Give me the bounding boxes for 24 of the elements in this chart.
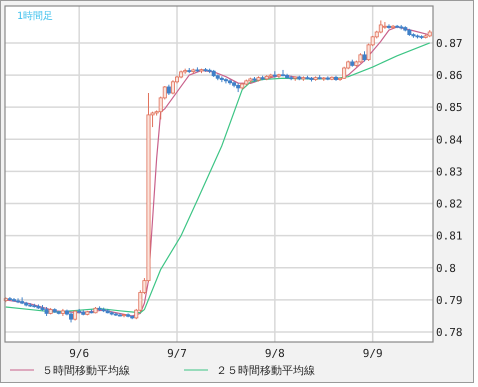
candlestick: [358, 52, 362, 64]
y-tick-label: 0.86: [436, 69, 462, 82]
y-tick-label: 0.85: [436, 101, 462, 114]
candlestick: [73, 310, 78, 321]
y-tick-label: 0.81: [436, 230, 462, 243]
x-tick-label: 9/7: [167, 347, 187, 360]
legend-label: ５時間移動平均線: [42, 364, 130, 377]
text: 1時間足: [17, 10, 54, 22]
y-tick-label: 0.83: [436, 165, 462, 178]
y-tick-label: 0.8: [436, 262, 456, 275]
y-tick-label: 0.87: [436, 36, 462, 50]
candlestick: [170, 80, 175, 95]
candlestick: [69, 312, 74, 323]
candlestick: [166, 84, 171, 96]
legend-label: ２５時間移動平均線: [216, 364, 315, 377]
y-tick-label: 0.79: [436, 294, 462, 307]
x-tick-label: 9/8: [264, 347, 285, 360]
candlestick: [378, 20, 383, 34]
y-tick-label: 0.82: [436, 198, 462, 211]
x-tick-label: 9/9: [362, 347, 383, 360]
y-tick-label: 0.78: [436, 326, 462, 340]
x-tick-label: 9/6: [69, 347, 90, 360]
y-tick-label: 0.84: [436, 133, 463, 146]
candlestick: [362, 50, 367, 62]
